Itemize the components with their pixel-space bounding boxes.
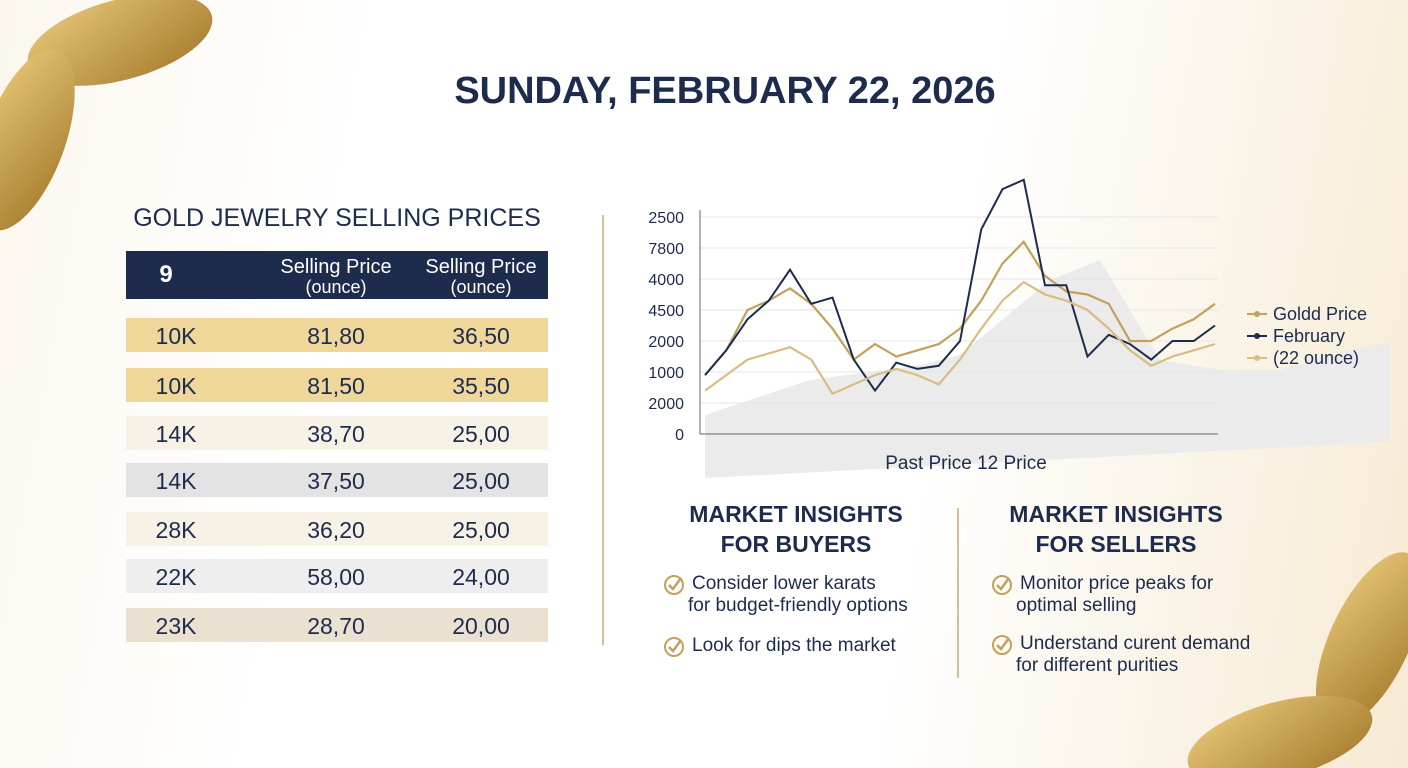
check-icon [992, 575, 1012, 595]
insight-title: MARKET INSIGHTS [689, 501, 903, 527]
insight-text: Consider lower karats [692, 573, 876, 594]
legend-label: February [1273, 326, 1345, 346]
series-line [704, 280, 1216, 396]
table-cell: 36,50 [452, 323, 510, 349]
table-row: 10K 81,50 35,50 [126, 368, 548, 402]
table-cell: 23K [155, 613, 197, 639]
header-label: Selling Price [425, 256, 537, 278]
y-tick-label: 1000 [648, 365, 684, 382]
table-cell: 25,00 [452, 421, 510, 447]
table-cell: 24,00 [452, 564, 510, 590]
table-cell: 81,80 [307, 323, 365, 349]
table-row: 10K 81,80 36,50 [126, 318, 548, 352]
table-cell: 10K [155, 373, 197, 399]
table-cell: 81,50 [307, 373, 365, 399]
insight-text: for budget-friendly options [688, 595, 908, 616]
insight-text: Understand curent demand [1020, 633, 1251, 654]
table-cell: 28K [155, 517, 197, 543]
check-icon [992, 635, 1012, 655]
table-cell: 28,70 [307, 613, 365, 639]
chart: 0 2000 1000 2000 4500 4000 7800 2500 Past Price … [648, 178, 1390, 478]
check-icon [664, 637, 684, 657]
insight-text: optimal selling [1016, 595, 1137, 616]
series-line [704, 178, 1216, 393]
table-cell: 58,00 [307, 564, 365, 590]
check-icon [664, 575, 684, 595]
legend-marker [1254, 333, 1260, 339]
x-axis-label: Past Price 12 Price [885, 453, 1047, 474]
insight-text: Monitor price peaks for [1020, 573, 1214, 594]
table-cell: 36,20 [307, 517, 365, 543]
legend-marker [1254, 355, 1260, 361]
leaf [27, 0, 213, 86]
leaf [0, 49, 75, 231]
table-cell: 14K [155, 468, 197, 494]
legend-marker [1254, 311, 1260, 317]
leaf [1315, 552, 1408, 728]
area-shading [705, 260, 1390, 478]
insight-text: for different purities [1016, 655, 1179, 676]
legend-label: Goldd Price [1273, 304, 1367, 324]
table-row: 22K 58,00 24,00 [126, 559, 548, 593]
table-row: 14K 37,50 25,00 [126, 463, 548, 497]
table-row: 14K 38,70 25,00 [126, 416, 548, 450]
insight-title: FOR SELLERS [1035, 531, 1197, 557]
table-cell: 20,00 [452, 613, 510, 639]
table-row: 23K 28,70 20,00 [126, 608, 548, 642]
y-tick-label: 0 [675, 427, 684, 444]
insight-text: Look for dips the market [692, 635, 896, 656]
page-title: SUNDAY, FEBRUARY 22, 2026 [454, 70, 996, 112]
table-cell: 22K [155, 564, 197, 590]
y-tick-label: 2000 [648, 334, 684, 351]
insight-title: MARKET INSIGHTS [1009, 501, 1223, 527]
header-label: 9 [159, 261, 173, 288]
y-tick-label: 4000 [648, 272, 684, 289]
table-cell: 25,00 [452, 517, 510, 543]
header-unit: (ounce) [450, 277, 512, 297]
series-line [704, 240, 1216, 376]
table-title: GOLD JEWELRY SELLING PRICES [133, 204, 541, 232]
table-header: 9 Selling Price (ounce) Selling Price (ounce… [126, 251, 548, 299]
y-tick-label: 7800 [648, 241, 684, 258]
y-tick-label: 4500 [648, 303, 684, 320]
table-row: 28K 36,20 25,00 [126, 512, 548, 546]
insight-title: FOR BUYERS [720, 531, 872, 557]
table-cell: 35,50 [452, 373, 510, 399]
legend-label: (22 ounce) [1273, 348, 1359, 368]
table-cell: 14K [155, 421, 197, 447]
table-cell: 38,70 [307, 421, 365, 447]
leaf [1187, 695, 1373, 768]
y-tick-label: 2500 [648, 210, 684, 227]
y-tick-label: 2000 [648, 396, 684, 413]
table-cell: 37,50 [307, 468, 365, 494]
header-unit: (ounce) [305, 277, 367, 297]
table-cell: 25,00 [452, 468, 510, 494]
table-cell: 10K [155, 323, 197, 349]
header-label: Selling Price [280, 256, 392, 278]
price-table: 9 Selling Price (ounce) Selling Price (ounce… [126, 251, 548, 651]
